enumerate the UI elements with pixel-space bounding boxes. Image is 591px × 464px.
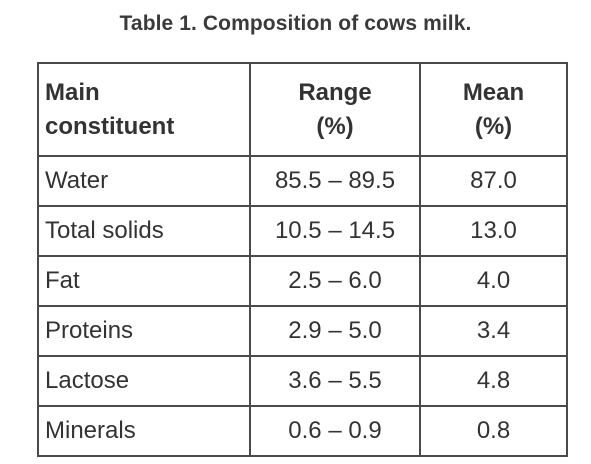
header-main-line-2: constituent — [45, 112, 175, 140]
range-cell: 85.5 – 89.5 — [249, 155, 421, 207]
mean-cell: 87.0 — [419, 155, 568, 207]
range-cell: 2.9 – 5.0 — [249, 305, 421, 357]
header-range-line-2: (%) — [316, 112, 354, 140]
range-cell: 0.6 – 0.9 — [249, 405, 421, 457]
header-main-line-1: Main — [45, 78, 100, 106]
constituent-cell: Lactose — [37, 355, 251, 407]
mean-cell: 3.4 — [419, 305, 568, 357]
range-cell: 2.5 – 6.0 — [249, 255, 421, 307]
header-mean: Mean (%) — [419, 62, 568, 157]
mean-cell: 4.8 — [419, 355, 568, 407]
mean-cell: 0.8 — [419, 405, 568, 457]
mean-cell: 13.0 — [419, 205, 568, 257]
table-row: Lactose 3.6 – 5.5 4.8 — [37, 355, 568, 407]
constituent-cell: Minerals — [37, 405, 251, 457]
table-row: Proteins 2.9 – 5.0 3.4 — [37, 305, 568, 357]
range-cell: 3.6 – 5.5 — [249, 355, 421, 407]
constituent-cell: Fat — [37, 255, 251, 307]
header-range-line-1: Range — [298, 78, 372, 106]
header-mean-line-2: (%) — [474, 112, 513, 140]
range-cell: 10.5 – 14.5 — [249, 205, 421, 257]
constituent-cell: Total solids — [37, 205, 251, 257]
constituent-cell: Proteins — [37, 305, 251, 357]
table-row: Total solids 10.5 – 14.5 13.0 — [37, 205, 568, 257]
constituent-cell: Water — [37, 155, 251, 207]
header-main-constituent: Main constituent — [37, 62, 251, 157]
table-header-row: Main constituent Range (%) Mean (%) — [37, 62, 568, 157]
table-row: Water 85.5 – 89.5 87.0 — [37, 155, 568, 207]
table-caption: Table 1. Composition of cows milk. — [119, 12, 472, 35]
table-row: Fat 2.5 – 6.0 4.0 — [37, 255, 568, 307]
composition-table: Main constituent Range (%) Mean (%) Wate… — [37, 62, 568, 457]
header-range: Range (%) — [249, 62, 421, 157]
header-mean-line-1: Mean — [462, 78, 525, 106]
mean-cell: 4.0 — [419, 255, 568, 307]
table-row: Minerals 0.6 – 0.9 0.8 — [37, 405, 568, 457]
